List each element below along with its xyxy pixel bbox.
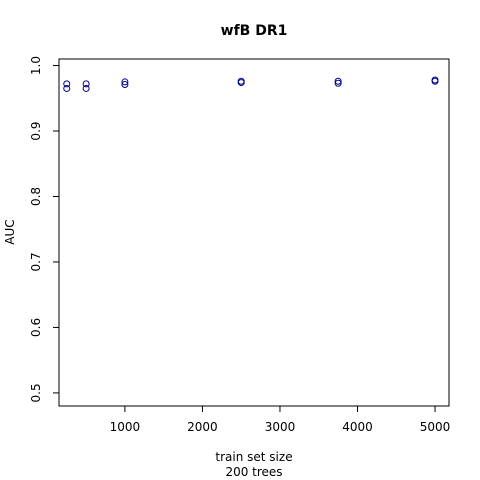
y-tick-label: 0.8 — [29, 187, 43, 206]
data-points — [64, 77, 438, 92]
y-tick-label: 0.7 — [29, 252, 43, 271]
x-tick-label: 5000 — [420, 420, 451, 434]
x-tick-label: 1000 — [110, 420, 141, 434]
x-tick-label: 3000 — [265, 420, 296, 434]
y-tick-label: 0.5 — [29, 383, 43, 402]
x-tick-label: 4000 — [342, 420, 373, 434]
y-axis: 0.5 0.6 0.7 0.8 0.9 1.0 — [29, 56, 59, 402]
plot-frame — [59, 59, 449, 406]
x-axis-sublabel: 200 trees — [225, 465, 282, 479]
data-point — [64, 85, 70, 91]
data-point — [83, 85, 89, 91]
x-axis-label: train set size — [215, 450, 292, 464]
x-axis: 1000 2000 3000 4000 5000 — [110, 406, 451, 434]
y-axis-label: AUC — [3, 219, 17, 244]
chart-title: wfB DR1 — [221, 23, 288, 39]
y-tick-label: 0.9 — [29, 121, 43, 140]
x-tick-label: 2000 — [187, 420, 218, 434]
y-tick-label: 0.6 — [29, 318, 43, 337]
y-tick-label: 1.0 — [29, 56, 43, 75]
